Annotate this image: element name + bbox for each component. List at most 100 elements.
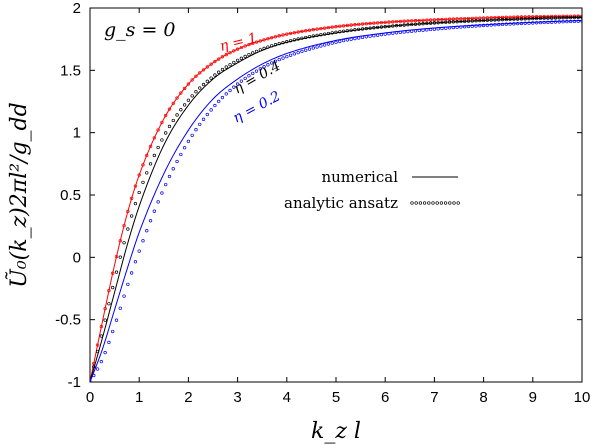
analytic-point [557, 16, 561, 20]
analytic-point [497, 22, 501, 27]
analytic-point [565, 16, 569, 20]
analytic-point [410, 29, 414, 33]
analytic-point [387, 24, 391, 29]
analytic-point [114, 270, 119, 274]
analytic-point [175, 159, 179, 164]
analytic-point [99, 360, 103, 364]
analytic-point [531, 16, 535, 21]
analytic-point [345, 29, 350, 33]
analytic-point [542, 20, 546, 25]
legend: numerical analytic ansatz [284, 168, 460, 212]
analytic-point [300, 49, 304, 54]
analytic-point [182, 146, 187, 150]
analytic-point [546, 20, 550, 24]
analytic-point [315, 27, 319, 31]
analytic-point [175, 113, 179, 117]
analytic-point [508, 17, 512, 22]
analytic-point [152, 136, 156, 140]
analytic-point [160, 138, 164, 142]
analytic-point [194, 128, 198, 132]
analytic-point [232, 49, 236, 53]
analytic-point [114, 254, 119, 259]
analytic-point [277, 41, 281, 46]
analytic-point [360, 35, 365, 39]
analytic-point [247, 52, 251, 57]
analytic-point [126, 282, 130, 287]
analytic-point [440, 26, 444, 31]
analytic-point [353, 28, 357, 32]
analytic-point [107, 302, 111, 306]
analytic-point [425, 21, 429, 26]
analytic-point [410, 19, 414, 23]
analytic-point [546, 16, 550, 20]
analytic-point [330, 25, 334, 29]
analytic-point [258, 39, 262, 43]
analytic-point [266, 37, 270, 41]
analytic-point [194, 74, 198, 78]
analytic-point [148, 162, 153, 166]
analytic-point [428, 21, 433, 25]
analytic-point [341, 29, 346, 33]
analytic-point [95, 349, 100, 354]
analytic-point [296, 50, 300, 55]
y-tick-label: -0.5 [55, 312, 81, 329]
analytic-point [201, 117, 206, 121]
analytic-point [432, 21, 437, 25]
legend-dot [418, 201, 423, 205]
analytic-point [338, 30, 342, 34]
analytic-point [569, 15, 573, 20]
analytic-point [251, 41, 255, 46]
legend-dot [456, 201, 460, 205]
analytic-point [508, 15, 512, 19]
analytic-point [285, 40, 289, 44]
analytic-point [500, 15, 505, 20]
analytic-point [338, 39, 342, 44]
analytic-point [270, 44, 274, 48]
analytic-point [292, 31, 297, 35]
analytic-point [217, 99, 221, 104]
analytic-point [474, 24, 478, 28]
analytic-point [315, 33, 319, 38]
analytic-point [148, 144, 153, 149]
analytic-point [383, 25, 387, 29]
analytic-point [383, 32, 387, 36]
analytic-point [311, 34, 315, 38]
analytic-point [186, 82, 191, 86]
analytic-point [111, 329, 115, 334]
series-label-eta-1: η = 1 [218, 30, 259, 55]
analytic-point [421, 22, 425, 26]
analytic-point [270, 36, 274, 40]
analytic-point [266, 63, 270, 67]
analytic-point [118, 239, 122, 243]
analytic-point [111, 271, 115, 275]
analytic-point [232, 85, 236, 89]
legend-dot [431, 201, 435, 205]
analytic-point [288, 31, 293, 36]
analytic-point [213, 103, 217, 108]
analytic-point [107, 288, 111, 293]
x-tick-label: 1 [135, 389, 143, 406]
analytic-point [126, 227, 130, 231]
analytic-point [527, 17, 531, 21]
analytic-point [92, 365, 96, 369]
analytic-point [171, 118, 175, 123]
analytic-point [228, 51, 232, 55]
analytic-point [129, 196, 134, 200]
analytic-point [561, 20, 565, 24]
analytic-point [156, 145, 160, 150]
analytic-point [417, 28, 421, 33]
analytic-point [118, 255, 122, 259]
analytic-point [360, 27, 365, 31]
analytic-point [459, 19, 463, 24]
analytic-point [307, 28, 312, 32]
analytic-point [111, 285, 115, 290]
analytic-point [319, 44, 323, 48]
analytic-point [175, 96, 179, 100]
analytic-point [341, 24, 346, 28]
analytic-point [292, 52, 297, 56]
analytic-point [372, 34, 376, 38]
y-tick-labels: -1 -0.5 0 0.5 1 1.5 2 [55, 0, 81, 391]
analytic-point [463, 25, 467, 29]
analytic-point [129, 214, 134, 218]
analytic-point [273, 43, 278, 47]
